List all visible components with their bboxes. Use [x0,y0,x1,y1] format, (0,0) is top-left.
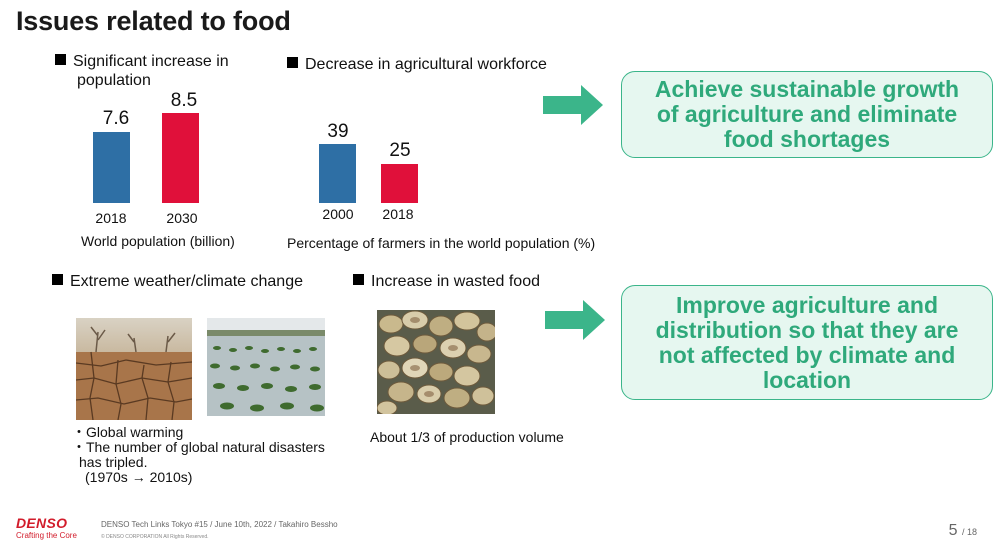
bar-value-label: 8.5 [170,90,198,111]
denso-logo: DENSO Crafting the Core [16,516,77,541]
bar-population-2030 [162,113,199,203]
page-current: 5 [948,522,958,539]
goal-box-improve-agriculture: Improve agriculture and distribution so … [621,285,993,400]
bar-category-label: 2018 [95,210,127,226]
bar-value-label: 39 [327,121,349,142]
logo-tagline: Crafting the Core [16,531,77,540]
footer-copyright: © DENSO CORPORATION All Rights Reserved. [101,534,209,540]
population-caption: World population (billion) [81,233,235,249]
bar-category-label: 2018 [382,206,414,222]
bar-value-label: 7.6 [102,108,130,129]
flooded-field-photo [207,318,325,416]
page-total: / 18 [961,527,977,537]
wasted-food-photo [377,310,495,414]
arrow-right-icon [545,300,605,340]
workforce-heading: Decrease in agricultural workforce [287,55,547,74]
bar-category-label: 2030 [166,210,198,226]
weather-heading: Extreme weather/climate change [52,272,303,291]
waste-caption: About 1/3 of production volume [370,429,564,445]
page-title: Issues related to food [16,6,291,36]
population-heading: Significant increase in population [55,52,229,90]
goal-text: Achieve sustainable growth of agricultur… [654,76,960,152]
page-number: 5 / 18 [949,522,977,540]
footer-meta: DENSO Tech Links Tokyo #15 / June 10th, … [101,520,338,529]
goal-box-sustainable-growth: Achieve sustainable growth of agricultur… [621,71,993,158]
weather-bullets: ・Global warming ・The number of global na… [72,424,325,485]
arrow-right-icon [543,85,603,125]
square-bullet-icon [353,274,364,285]
square-bullet-icon [287,57,298,68]
bar-workforce-2018 [381,164,418,203]
square-bullet-icon [52,274,63,285]
bar-workforce-2000 [319,144,356,203]
drought-cracked-earth-photo [76,318,192,420]
bullet-natural-disasters: ・The number of global natural disasters [72,439,325,455]
logo-wordmark: DENSO [16,515,68,531]
workforce-caption: Percentage of farmers in the world popul… [287,235,596,251]
square-bullet-icon [55,54,66,65]
bullet-global-warming: ・Global warming [72,424,184,440]
bar-category-label: 2000 [322,206,354,222]
bar-value-label: 25 [389,140,411,161]
goal-text: Improve agriculture and distribution so … [655,291,959,393]
bar-population-2018 [93,132,130,203]
waste-heading: Increase in wasted food [353,272,540,291]
